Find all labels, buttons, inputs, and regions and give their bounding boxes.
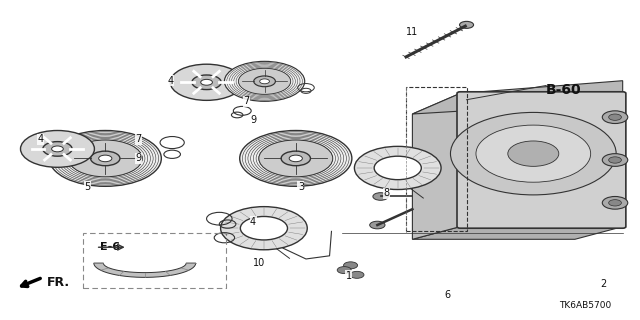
Circle shape [508,141,559,166]
Circle shape [460,21,474,28]
Text: 4: 4 [38,134,44,144]
Bar [406,87,467,231]
FancyBboxPatch shape [457,92,626,228]
Text: 7: 7 [135,134,141,144]
Text: 2: 2 [600,279,607,289]
Circle shape [225,61,305,101]
Circle shape [68,140,142,177]
Circle shape [451,112,616,195]
Text: 11: 11 [406,27,419,36]
Circle shape [221,207,307,250]
Circle shape [99,155,112,162]
Circle shape [52,146,63,152]
Text: FR.: FR. [47,276,70,289]
Text: 5: 5 [84,182,90,192]
Polygon shape [412,227,623,239]
Circle shape [192,75,221,90]
Bar [83,233,227,288]
Circle shape [201,79,212,85]
Text: 8: 8 [384,188,390,198]
Circle shape [241,216,287,240]
Circle shape [253,76,275,87]
Circle shape [602,111,628,124]
Text: 9: 9 [135,153,141,164]
Text: 7: 7 [244,96,250,106]
Circle shape [260,79,269,84]
Polygon shape [412,81,623,114]
Circle shape [91,151,120,166]
Text: 1: 1 [346,271,352,281]
Circle shape [170,64,243,100]
Text: B-60: B-60 [546,83,582,97]
Circle shape [259,140,333,177]
Circle shape [281,151,310,166]
Text: 6: 6 [444,290,451,300]
Circle shape [337,267,351,274]
Text: 10: 10 [253,258,266,268]
Circle shape [609,200,621,206]
Circle shape [370,221,385,229]
Text: 3: 3 [298,182,304,192]
Circle shape [609,114,621,120]
Text: E-6: E-6 [100,242,120,252]
Circle shape [43,142,72,156]
Circle shape [49,131,161,186]
Circle shape [476,125,591,182]
Text: TK6AB5700: TK6AB5700 [559,301,611,310]
Circle shape [602,154,628,166]
Circle shape [374,156,421,180]
Circle shape [239,68,291,94]
Circle shape [289,155,302,162]
Circle shape [373,193,388,200]
Polygon shape [412,93,460,239]
Circle shape [344,262,358,269]
Circle shape [350,271,364,278]
Circle shape [240,131,352,186]
Circle shape [602,196,628,209]
Circle shape [609,157,621,163]
Text: 9: 9 [250,115,256,125]
Circle shape [355,146,441,189]
Circle shape [20,131,95,167]
Polygon shape [94,263,196,277]
Text: 4: 4 [250,217,256,227]
Text: 4: 4 [167,76,173,86]
